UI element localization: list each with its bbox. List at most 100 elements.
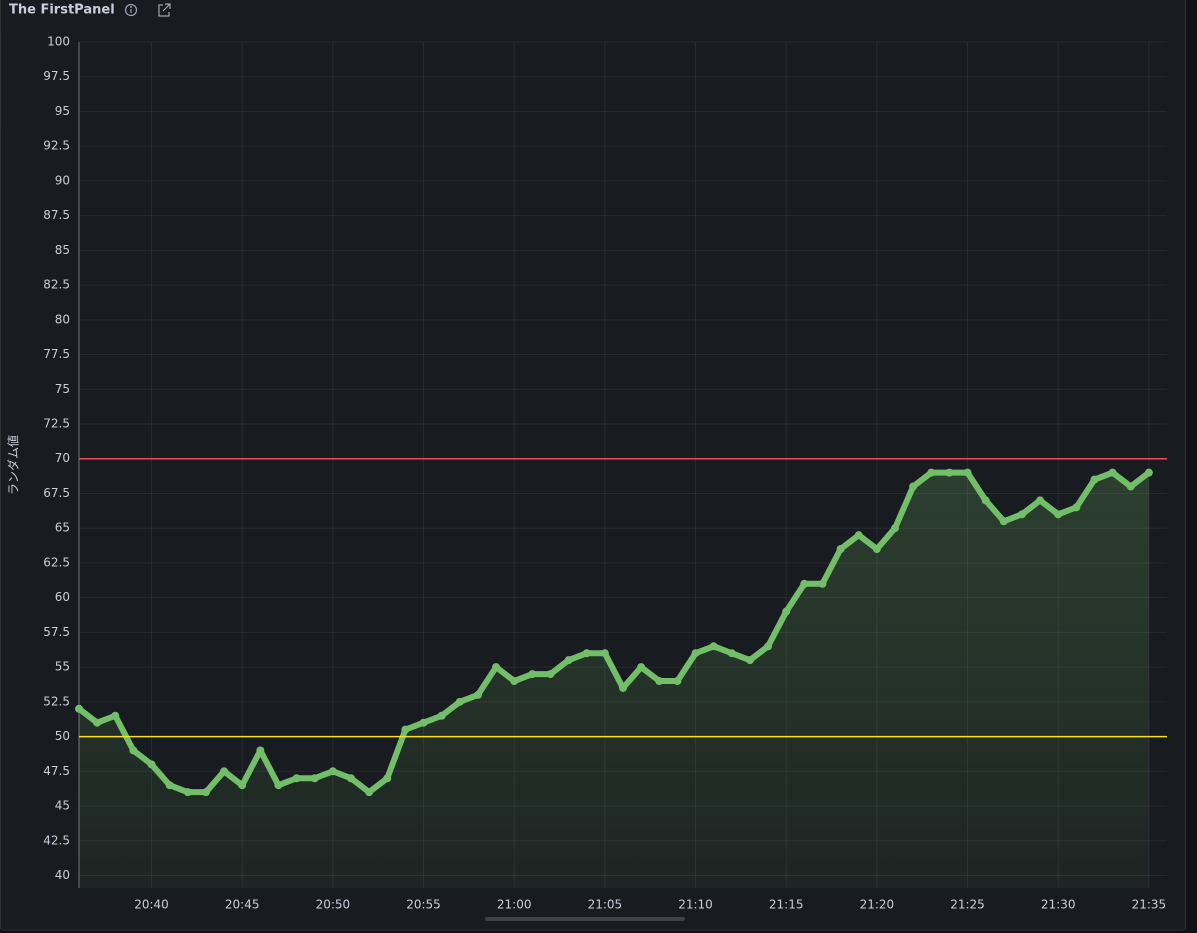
y-tick-label: 62.5 [43, 555, 70, 569]
y-tick-label: 80 [55, 312, 70, 326]
point [981, 496, 990, 505]
x-tick-label: 20:40 [134, 898, 169, 912]
series-line [76, 469, 1152, 796]
y-tick-label: 92.5 [43, 139, 70, 153]
info-icon[interactable] [124, 3, 138, 17]
point [147, 760, 156, 769]
y-tick-label: 82.5 [43, 278, 70, 292]
point [455, 697, 464, 706]
y-tick-label: 75 [55, 382, 70, 396]
point [927, 468, 936, 477]
y-tick-label: 52.5 [43, 694, 70, 708]
point [546, 670, 555, 679]
point [274, 781, 283, 790]
point [782, 607, 791, 616]
y-tick-label: 42.5 [43, 833, 70, 847]
y-tick-label: 85 [55, 243, 70, 257]
point [872, 545, 881, 554]
point [383, 774, 392, 783]
point [437, 711, 446, 720]
point [709, 642, 718, 651]
y-axis-label: ランダム値 [6, 435, 21, 495]
x-tick-label: 21:20 [860, 898, 895, 912]
y-tick-label: 50 [55, 729, 70, 743]
point [1054, 510, 1063, 519]
point [619, 683, 627, 692]
y-tick-label: 67.5 [43, 486, 70, 500]
point [220, 767, 229, 776]
point [655, 677, 664, 686]
x-tick-label: 21:00 [497, 898, 532, 912]
y-tick-label: 77.5 [43, 347, 70, 361]
point [111, 711, 120, 720]
point [347, 774, 355, 783]
x-tick-label: 20:55 [406, 898, 441, 912]
point [365, 788, 374, 797]
y-tick-label: 72.5 [43, 417, 70, 431]
x-tick-label: 20:45 [225, 898, 260, 912]
point [854, 531, 863, 540]
point [637, 663, 646, 672]
point [1144, 468, 1153, 477]
point [238, 781, 247, 790]
point [673, 677, 682, 686]
y-tick-label: 87.5 [43, 208, 70, 222]
y-tick-label: 60 [55, 590, 70, 604]
point [165, 781, 174, 790]
y-tick-label: 45 [55, 799, 70, 813]
point [1126, 482, 1135, 491]
y-tick-label: 55 [55, 660, 70, 674]
scrollbar[interactable] [485, 917, 685, 921]
y-tick-label: 97.5 [43, 69, 70, 83]
point [1090, 475, 1099, 484]
point [256, 746, 265, 755]
panel-title: The FirstPanel [9, 3, 115, 18]
point [201, 788, 210, 797]
point [1108, 468, 1117, 477]
y-tick-label: 100 [47, 35, 70, 49]
point [492, 663, 501, 672]
point [909, 482, 918, 491]
x-tick-label: 21:25 [950, 898, 985, 912]
x-tick-label: 21:15 [769, 898, 804, 912]
point [328, 767, 337, 776]
point [528, 670, 537, 679]
point [764, 642, 773, 651]
point [800, 579, 809, 588]
point [93, 718, 102, 727]
point [564, 656, 573, 665]
point [75, 704, 83, 713]
point [1017, 510, 1026, 519]
x-tick-label: 21:30 [1041, 898, 1076, 912]
point [129, 746, 138, 755]
area [79, 472, 1149, 888]
y-tick-label: 47.5 [43, 764, 70, 778]
point [292, 774, 301, 783]
point [818, 579, 827, 588]
point [510, 677, 519, 686]
y-tick-label: 90 [55, 173, 70, 187]
y-tick-label: 40 [55, 868, 70, 882]
point [183, 788, 192, 797]
point [691, 649, 700, 658]
open-link-icon[interactable] [158, 3, 171, 17]
point [310, 774, 319, 783]
point [891, 524, 899, 533]
x-tick-label: 21:10 [678, 898, 713, 912]
point [745, 656, 754, 665]
point [963, 468, 972, 477]
point [582, 649, 591, 658]
y-tick-label: 95 [55, 104, 70, 118]
x-tick-label: 20:50 [316, 898, 351, 912]
point [1036, 496, 1045, 505]
point [999, 517, 1008, 526]
point [600, 649, 609, 658]
point [727, 649, 736, 658]
point [401, 725, 410, 734]
x-tick-label: 21:35 [1132, 898, 1167, 912]
point [419, 718, 428, 727]
y-tick-label: 70 [55, 451, 70, 465]
point [1072, 503, 1081, 512]
y-tick-label: 57.5 [43, 625, 70, 639]
